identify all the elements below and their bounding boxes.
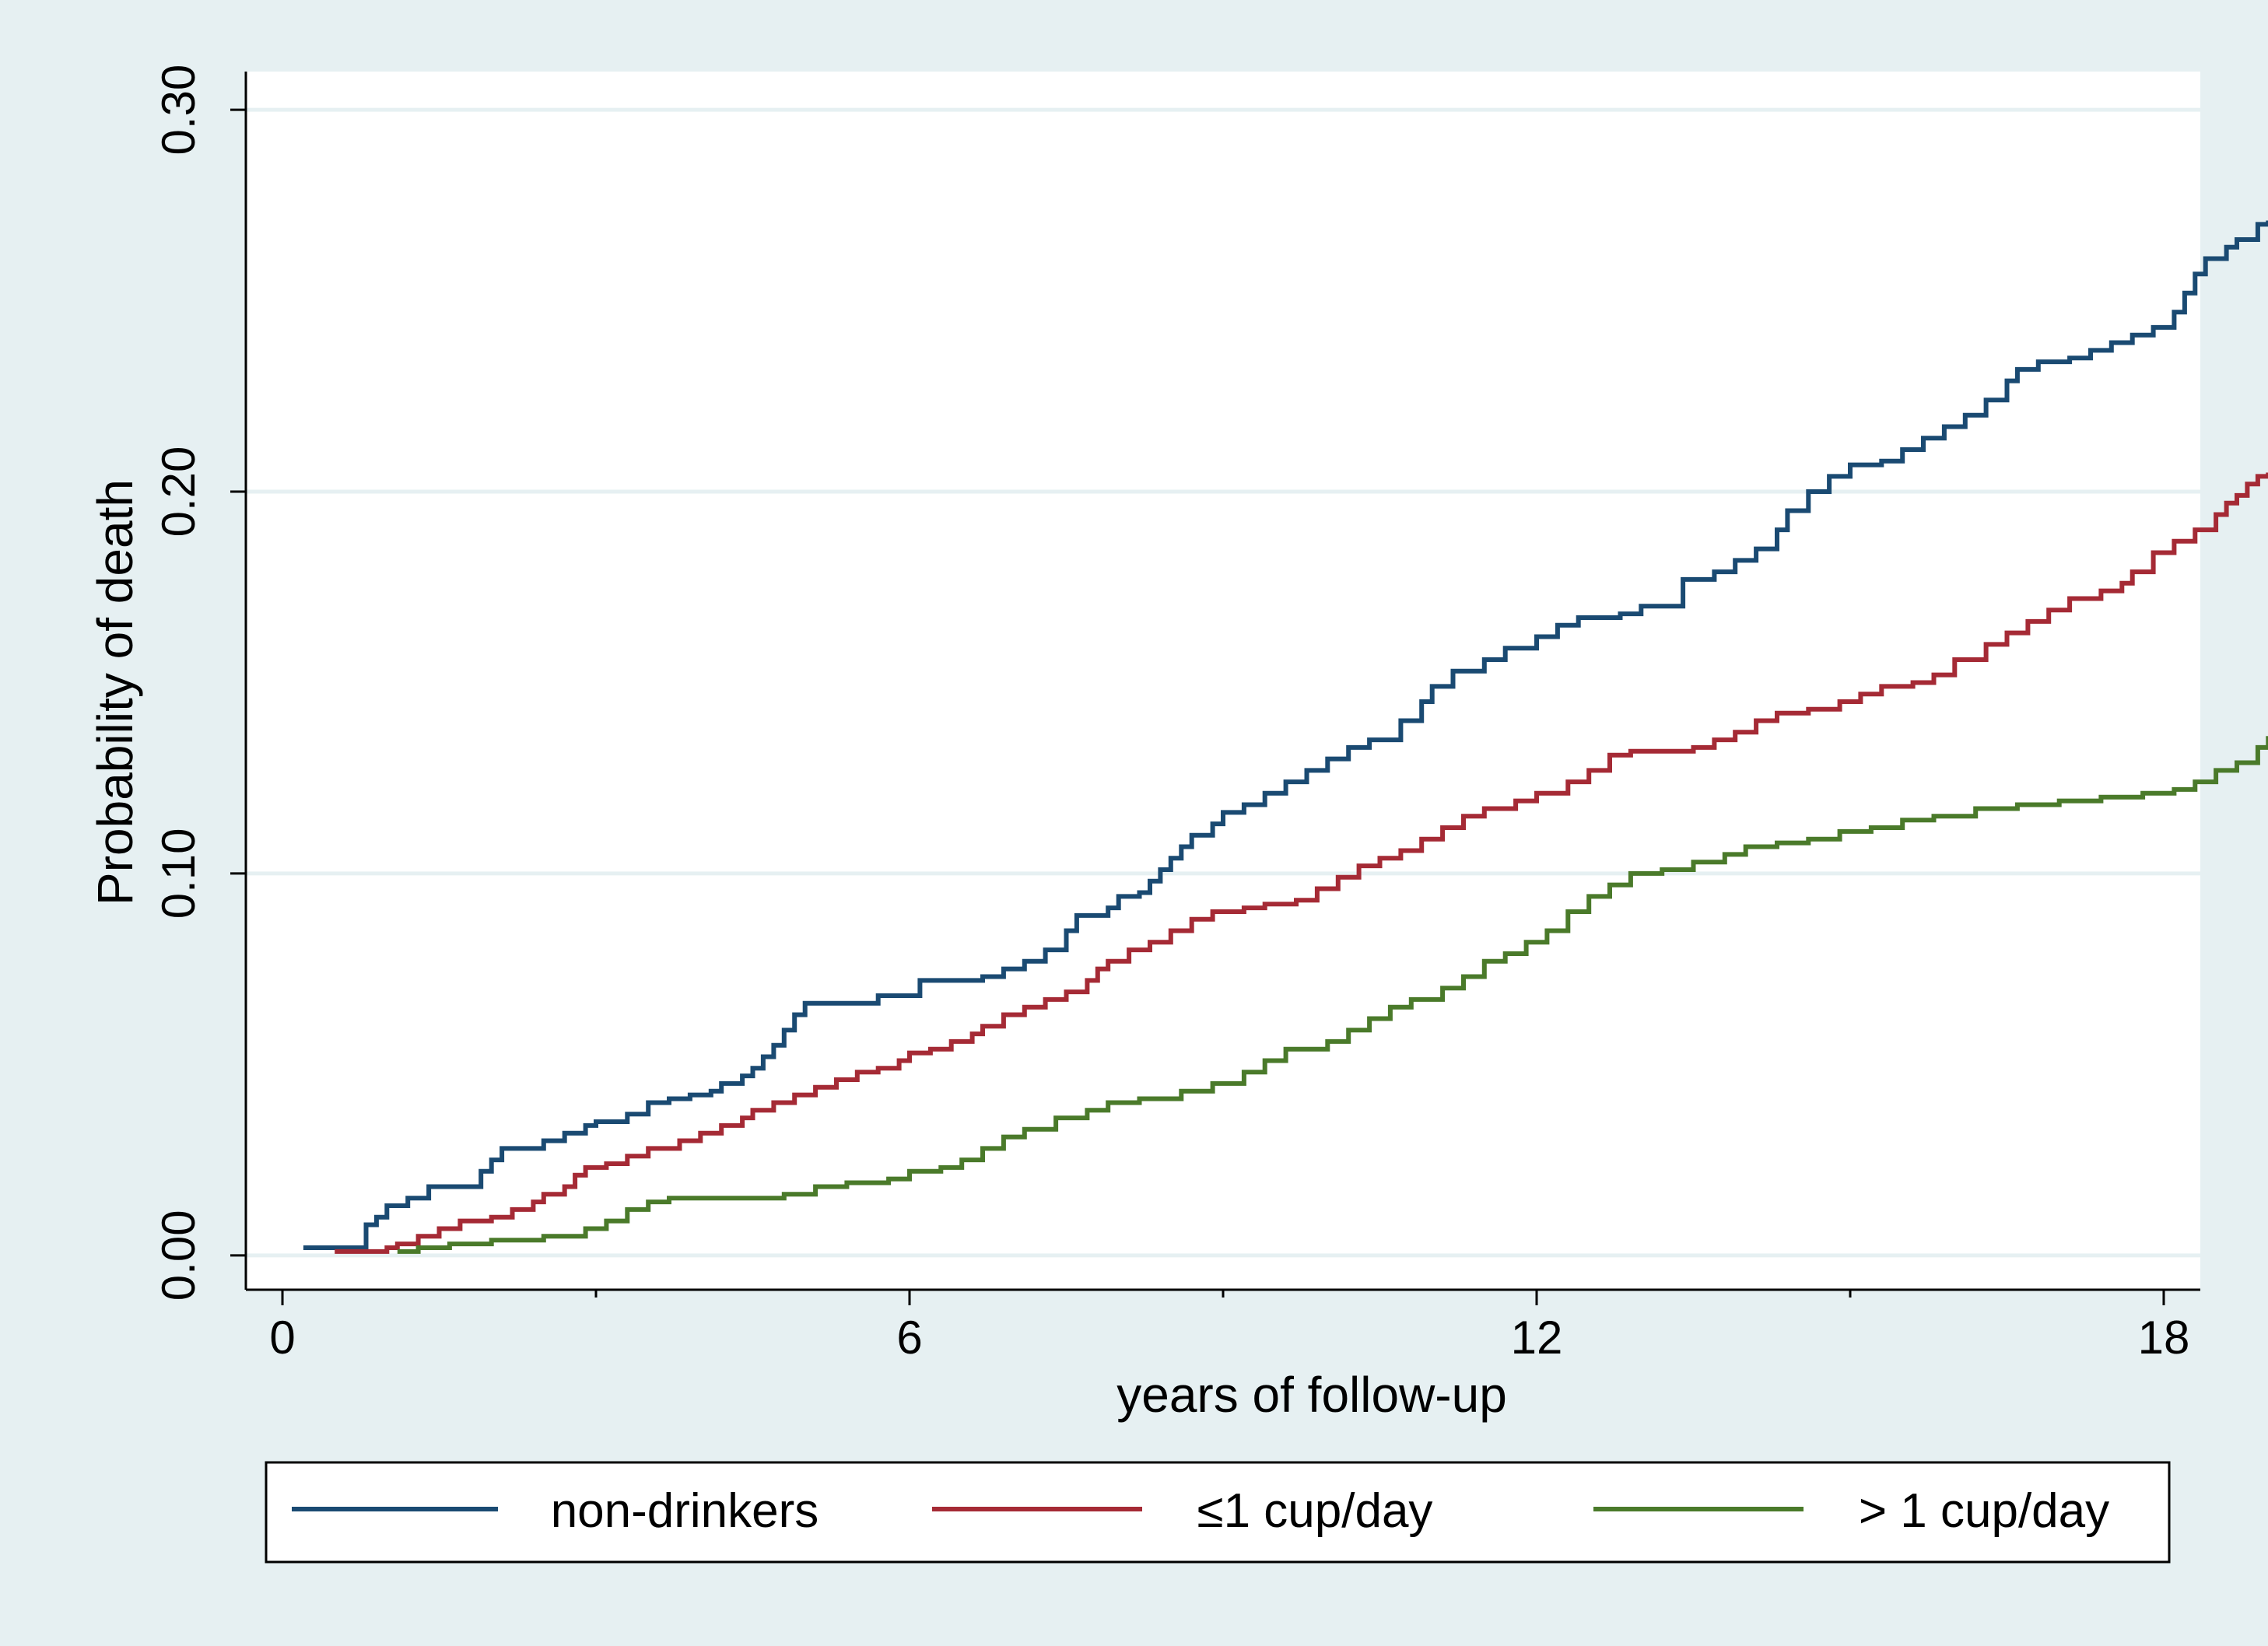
gridlines [246, 107, 2200, 1258]
x-axis-label: years of follow-up [1116, 1367, 1507, 1423]
legend-entries: non-drinkers ≤1 cup/day > 1 cup/day [292, 1484, 2109, 1538]
x-tick-label-2: 12 [1511, 1312, 1563, 1364]
y-tick-label-0: 0.00 [152, 1210, 205, 1301]
legend: non-drinkers ≤1 cup/day > 1 cup/day [265, 1461, 2171, 1564]
legend-label-0: non-drinkers [551, 1484, 819, 1538]
series-line-0 [303, 220, 2268, 1250]
y-tick-label-2: 0.20 [152, 447, 205, 538]
x-ticks: 0 6 12 18 [269, 1290, 2189, 1364]
series-layer [303, 220, 2268, 1254]
legend-box [265, 1461, 2171, 1564]
x-tick-label-1: 6 [896, 1312, 922, 1364]
legend-label-2: > 1 cup/day [1859, 1484, 2109, 1538]
x-tick-label-0: 0 [269, 1312, 295, 1364]
y-tick-label-3: 0.30 [152, 65, 205, 156]
legend-label-1: ≤1 cup/day [1197, 1484, 1433, 1538]
y-axis-label: Probability of death [87, 479, 143, 905]
y-ticks: 0.00 0.10 0.20 0.30 [152, 65, 246, 1301]
series-line-1 [335, 472, 2268, 1254]
x-tick-label-3: 18 [2138, 1312, 2190, 1364]
plot-area [246, 72, 2200, 1290]
series-line-2 [397, 736, 2268, 1254]
y-tick-label-1: 0.10 [152, 828, 205, 919]
